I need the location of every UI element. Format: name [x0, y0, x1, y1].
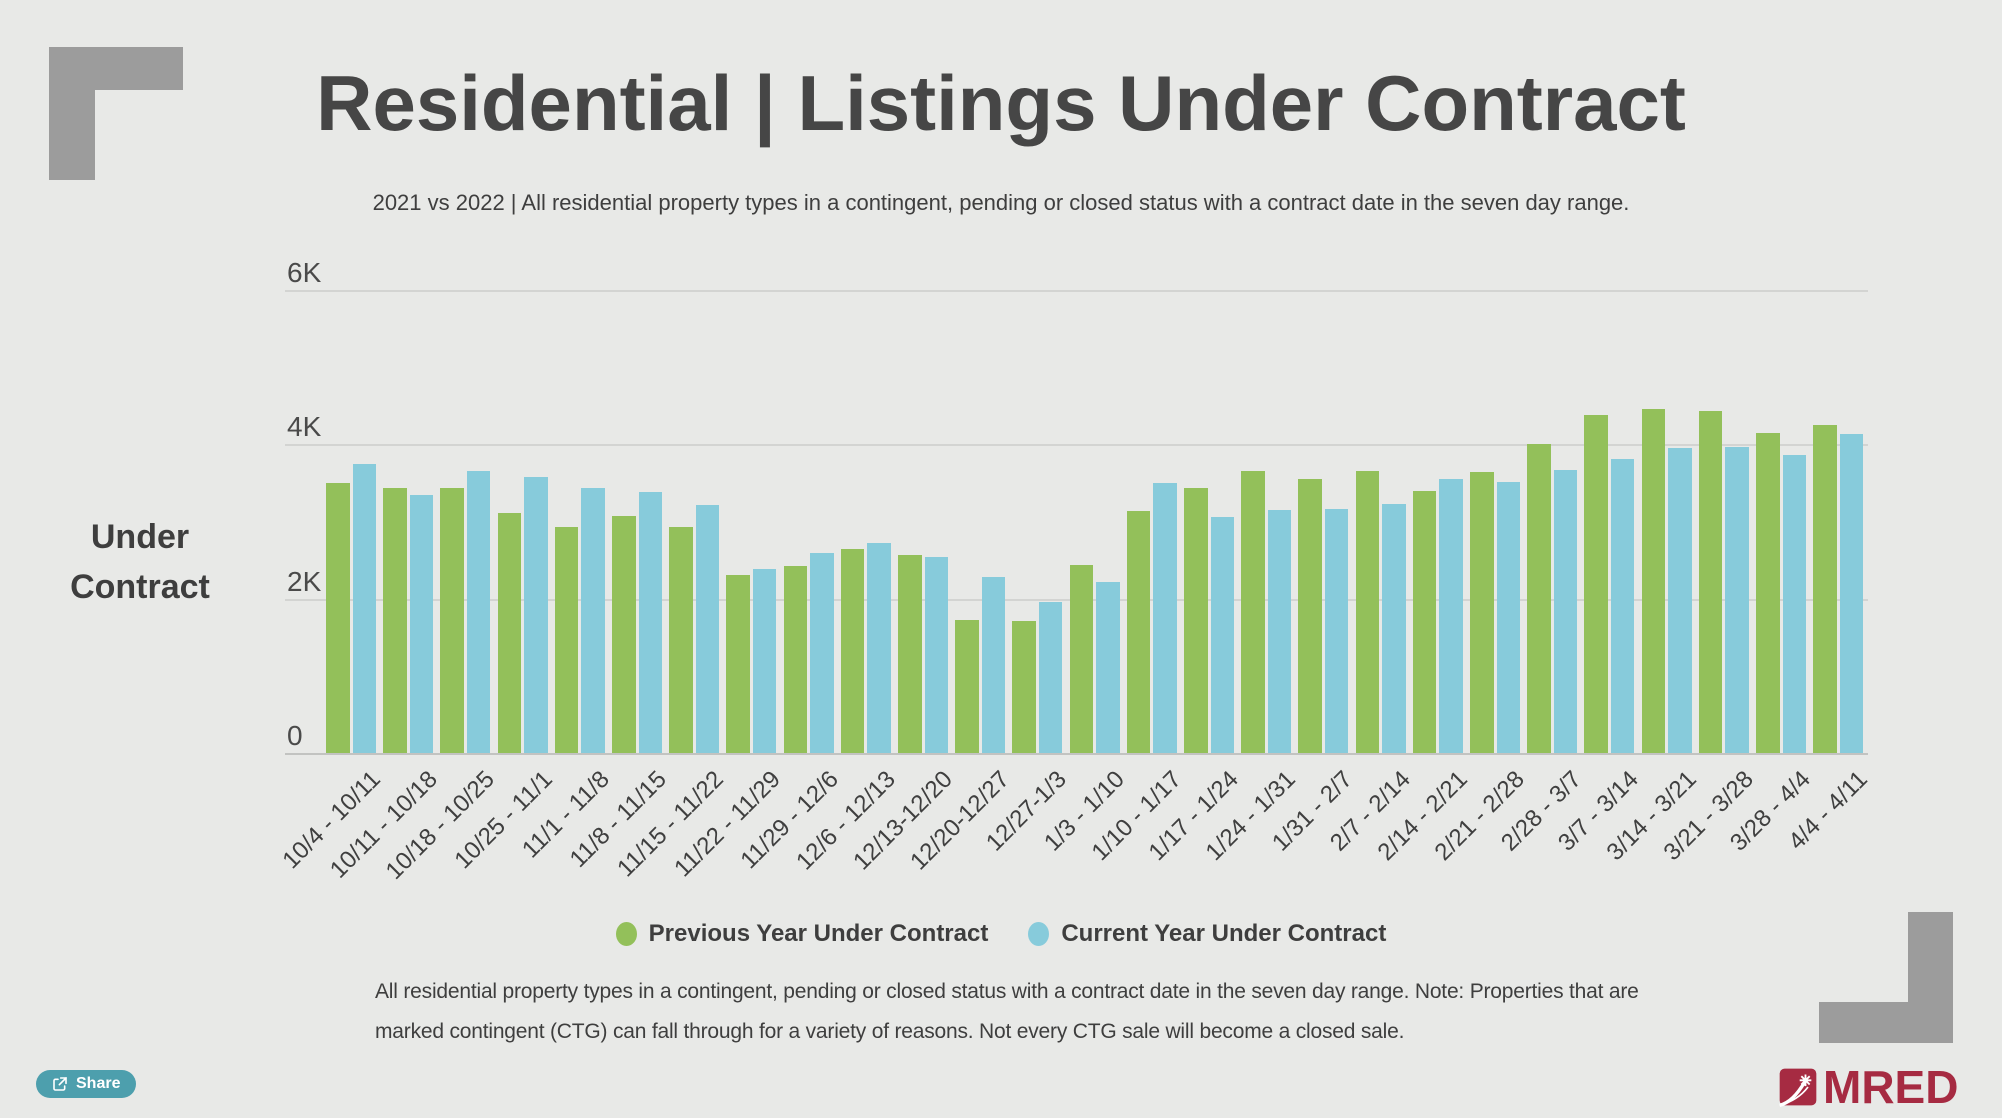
footer-note-line: All residential property types in a cont…	[375, 980, 1639, 1003]
bar-previous-year[interactable]	[612, 516, 636, 753]
bar-previous-year[interactable]	[326, 482, 350, 753]
bar-previous-year[interactable]	[898, 554, 922, 753]
bar-current-year[interactable]	[752, 569, 777, 753]
y-tick-label: 2K	[287, 565, 322, 597]
share-button-label: Share	[76, 1075, 121, 1092]
bar-current-year[interactable]	[1668, 448, 1692, 753]
gridline	[285, 444, 1868, 447]
bar-current-year[interactable]	[466, 471, 491, 753]
bar-previous-year[interactable]	[1184, 487, 1208, 753]
bar-previous-year[interactable]	[1813, 425, 1837, 753]
plot-area: 6K 4K 2K 0 10/4 - 10/11 10/11 - 10/18 10/18 - …	[277, 257, 1873, 885]
bar-current-year[interactable]	[409, 495, 434, 753]
page-subtitle: 2021 vs 2022 | All residential property …	[372, 190, 1630, 215]
bar-previous-year[interactable]	[1470, 472, 1494, 753]
bar-previous-year[interactable]	[1527, 444, 1551, 753]
bar-current-year[interactable]	[810, 553, 834, 753]
bar-previous-year[interactable]	[955, 619, 979, 753]
bar-previous-year[interactable]	[1126, 511, 1151, 753]
footer-note: All residential property types in a cont…	[375, 972, 1639, 1052]
bar-previous-year[interactable]	[1069, 564, 1094, 753]
bar-previous-year[interactable]	[1012, 621, 1036, 753]
bar-previous-year[interactable]	[1355, 471, 1380, 753]
bar-previous-year[interactable]	[1698, 411, 1723, 753]
bar-current-year[interactable]	[1153, 482, 1177, 753]
bar-current-year[interactable]	[1324, 509, 1349, 753]
gridline	[285, 290, 1868, 292]
y-axis-title-line: Under	[90, 518, 190, 556]
bar-previous-year[interactable]	[669, 526, 693, 753]
bar-previous-year[interactable]	[1756, 432, 1780, 753]
bar-current-year[interactable]	[1267, 509, 1292, 753]
mred-logo-text: MRED	[1823, 1061, 1959, 1113]
bar-current-year[interactable]	[924, 557, 948, 753]
bar-current-year[interactable]	[1096, 581, 1120, 753]
bar-previous-year[interactable]	[554, 526, 579, 753]
bar-previous-year[interactable]	[1641, 408, 1666, 753]
y-tick-label: 6K	[287, 257, 322, 288]
footer-note-line: marked contingent (CTG) can fall through…	[375, 1020, 1405, 1043]
bar-current-year[interactable]	[524, 476, 548, 753]
mred-logo[interactable]: MRED	[1778, 1060, 1958, 1114]
bar-current-year[interactable]	[1439, 479, 1463, 753]
y-axis-title-line: Contract	[70, 568, 210, 606]
bar-previous-year[interactable]	[1298, 479, 1322, 753]
bar-previous-year[interactable]	[840, 549, 865, 753]
legend-dot-icon	[615, 922, 637, 946]
y-tick-label: 0	[287, 720, 303, 751]
mred-logo-icon	[1779, 1068, 1817, 1107]
bar-current-year[interactable]	[638, 492, 662, 753]
share-icon	[53, 1077, 67, 1091]
bar-current-year[interactable]	[695, 504, 720, 753]
chart-legend: Previous Year Under Contract Current Year…	[0, 920, 2002, 948]
bar-current-year[interactable]	[1210, 516, 1234, 753]
share-button[interactable]: Share	[36, 1070, 137, 1098]
legend-item-previous-year[interactable]: Previous Year Under Contract	[615, 920, 989, 948]
legend-dot-icon	[1028, 922, 1050, 946]
legend-item-current-year[interactable]: Current Year Under Contract	[1028, 920, 1386, 948]
bar-previous-year[interactable]	[497, 513, 522, 753]
bar-current-year[interactable]	[1038, 601, 1063, 753]
page-title: Residential | Listings Under Contract	[316, 59, 1686, 147]
bar-current-year[interactable]	[1382, 503, 1406, 753]
y-axis-title: Under Contract	[40, 512, 240, 612]
corner-bracket-bottom-right	[1819, 1002, 1953, 1043]
bar-previous-year[interactable]	[726, 574, 750, 753]
bar-current-year[interactable]	[1610, 459, 1635, 753]
bar-current-year[interactable]	[1553, 469, 1578, 753]
bar-current-year[interactable]	[581, 488, 605, 753]
bar-previous-year[interactable]	[1241, 471, 1265, 753]
legend-label: Current Year Under Contract	[1061, 920, 1387, 947]
x-axis-line	[285, 753, 1868, 755]
bar-previous-year[interactable]	[783, 566, 808, 753]
bar-previous-year[interactable]	[383, 488, 407, 753]
bar-current-year[interactable]	[981, 577, 1006, 753]
legend-label: Previous Year Under Contract	[648, 920, 989, 947]
bar-current-year[interactable]	[1496, 482, 1520, 753]
y-tick-label: 4K	[287, 411, 322, 443]
bar-previous-year[interactable]	[1584, 415, 1608, 753]
bar-previous-year[interactable]	[440, 488, 464, 753]
bar-previous-year[interactable]	[1412, 490, 1437, 753]
bar-current-year[interactable]	[1725, 447, 1749, 753]
bar-current-year[interactable]	[352, 463, 376, 753]
bar-current-year[interactable]	[1839, 433, 1864, 753]
bar-current-year[interactable]	[1782, 455, 1806, 753]
bar-current-year[interactable]	[867, 543, 891, 753]
corner-bracket-top-left	[49, 47, 95, 180]
